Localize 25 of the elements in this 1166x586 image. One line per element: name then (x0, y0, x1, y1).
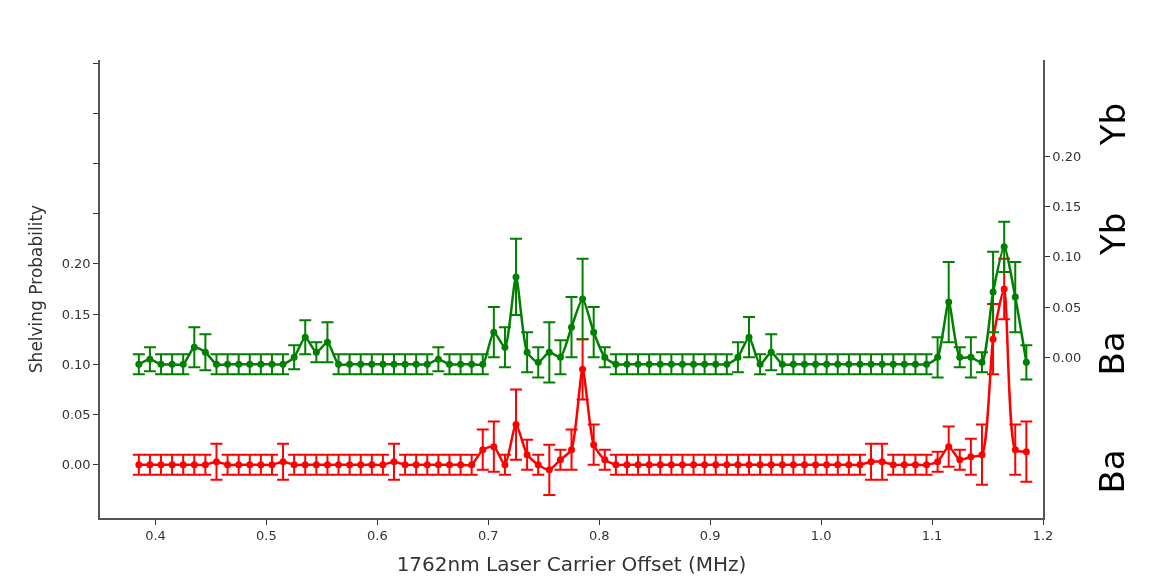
x-tick-label: 0.9 (699, 528, 721, 544)
x-tick-label: 0.7 (477, 528, 499, 544)
x-tick-label: 0.4 (145, 528, 166, 544)
x-tick-label: 0.5 (256, 528, 277, 544)
y-tick-label: 0.10 (61, 356, 91, 372)
x-tick-label: 1.2 (1032, 528, 1054, 544)
text: Ba (1092, 449, 1133, 494)
x-tick-label: 1.1 (921, 528, 943, 544)
y-tick-label: 0.00 (61, 457, 91, 473)
y-axis-title: Shelving Probability (25, 204, 46, 374)
y-tick-label: 0.20 (61, 256, 91, 272)
y2-tick-label: 0.00 (1052, 349, 1082, 365)
y2-tick-label: 0.20 (1052, 148, 1082, 164)
text: Yb (1092, 102, 1133, 147)
x-tick-label: 0.6 (367, 528, 388, 544)
x-axis-title: 1762nm Laser Carrier Offset (MHz) (396, 552, 747, 577)
x-tick-label: 1.0 (810, 528, 832, 544)
y-tick-label: 0.05 (61, 407, 91, 423)
y2-tick-label: 0.15 (1052, 199, 1082, 215)
y-tick-label: 0.15 (61, 306, 91, 322)
text: Yb (1092, 212, 1133, 257)
y2-tick-label: 0.10 (1052, 249, 1082, 265)
x-tick-label: 0.8 (588, 528, 610, 544)
y2-tick-label: 0.05 (1052, 299, 1082, 315)
text: Ba (1092, 331, 1133, 376)
